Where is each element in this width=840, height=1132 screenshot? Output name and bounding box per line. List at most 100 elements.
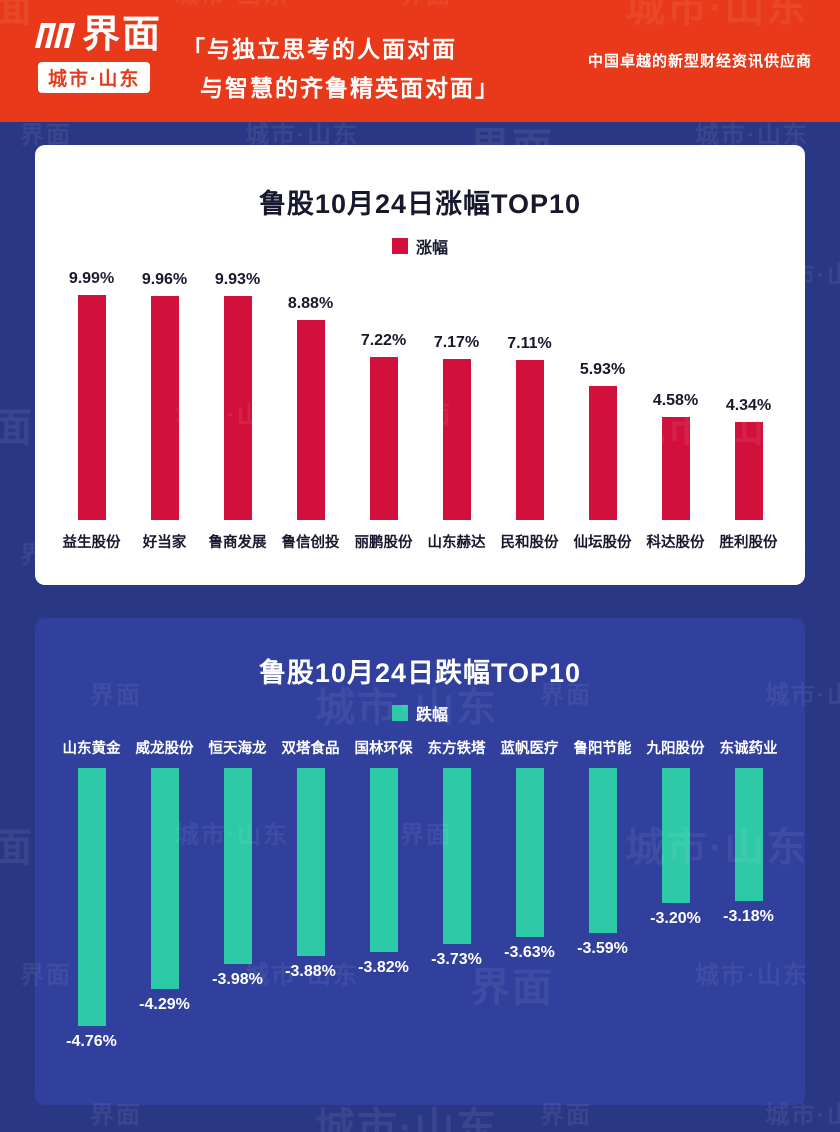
bar-category-label: 恒天海龙 (208, 741, 267, 757)
bar-value-label: -3.88% (285, 963, 336, 980)
brand-name: 界面 (82, 14, 163, 56)
bar-group: 东方铁塔 -3.73% (420, 738, 493, 1053)
bar-value-label: -3.82% (358, 959, 409, 976)
bar-category-label: 鲁信创投 (281, 535, 340, 551)
gainers-chart-card: 鲁股10月24日涨幅TOP10 涨幅 9.99% 益生股份 9.96% 好当家 9.93… (35, 145, 805, 585)
bar (515, 768, 544, 937)
bar (150, 296, 179, 520)
bar (588, 386, 617, 520)
bar-value-label: 7.17% (433, 334, 480, 351)
bar-value-label: 9.93% (214, 271, 261, 288)
bar (369, 768, 398, 952)
bar-value-label: 5.93% (579, 361, 626, 378)
losers-bar-chart: 山东黄金 -4.76% 威龙股份 -4.29% 恒天海龙 -3.98% 双塔食品 -3.88%… (50, 738, 790, 1053)
gainers-legend-swatch (391, 238, 408, 254)
bar-group: 8.88% 鲁信创投 (274, 269, 347, 554)
bar-category-label: 鲁阳节能 (573, 741, 632, 757)
bar-category-label: 鲁商发展 (208, 535, 267, 551)
bar (661, 768, 690, 903)
bar-value-label: -3.98% (212, 971, 263, 988)
bar-group: 9.93% 鲁商发展 (201, 269, 274, 554)
bar-category-label: 好当家 (142, 535, 187, 551)
bar (661, 417, 690, 520)
bar-category-label: 九阳股份 (646, 741, 705, 757)
bar-category-label: 胜利股份 (719, 535, 778, 551)
bar-category-label: 双塔食品 (281, 741, 340, 757)
bar-category-label: 山东赫达 (427, 535, 486, 551)
bar-group: 5.93% 仙坛股份 (566, 269, 639, 554)
bar-group: 4.34% 胜利股份 (712, 269, 785, 554)
bar-value-label: 7.11% (507, 335, 552, 352)
bar-group: 国林环保 -3.82% (347, 738, 420, 1053)
bar-group: 九阳股份 -3.20% (639, 738, 712, 1053)
slogan-line1: 「与独立思考的人面对面 (182, 36, 457, 62)
losers-chart-card: 鲁股10月24日跌幅TOP10 跌幅 山东黄金 -4.76% 威龙股份 -4.29% 恒… (35, 618, 805, 1105)
bar-value-label: -3.20% (650, 910, 701, 927)
bar-category-label: 科达股份 (646, 535, 705, 551)
losers-chart-title: 鲁股10月24日跌幅TOP10 (258, 658, 582, 688)
bar-category-label: 蓝帆医疗 (500, 741, 559, 757)
bar (369, 357, 398, 520)
bar-value-label: 4.34% (725, 397, 772, 414)
gainers-bar-chart: 9.99% 益生股份 9.96% 好当家 9.93% 鲁商发展 8.88% 鲁信创投 7.22%… (50, 269, 790, 554)
bar-category-label: 仙坛股份 (573, 535, 632, 551)
bar (734, 768, 763, 901)
bar-category-label: 东方铁塔 (427, 741, 486, 757)
bar (150, 768, 179, 989)
bar (223, 768, 252, 964)
slogan-line2: 与智慧的齐鲁精英面对面」 (200, 75, 500, 102)
bar (515, 360, 544, 520)
bar-value-label: -3.73% (431, 951, 482, 968)
bar (734, 422, 763, 520)
header: 界面 城市·山东 「与独立思考的人面对面 与智慧的齐鲁精英面对面」 中国卓越的新… (0, 0, 840, 122)
bar-category-label: 山东黄金 (62, 741, 121, 757)
bar-category-label: 丽鹏股份 (354, 535, 413, 551)
bar-value-label: 8.88% (287, 295, 334, 312)
bar-group: 9.96% 好当家 (128, 269, 201, 554)
jiemian-logo-icon (34, 22, 76, 48)
bar-value-label: 9.99% (68, 270, 115, 287)
bar-group: 山东黄金 -4.76% (55, 738, 128, 1053)
bar-category-label: 益生股份 (62, 535, 121, 551)
bar-value-label: 7.22% (360, 332, 407, 349)
bar-group: 双塔食品 -3.88% (274, 738, 347, 1053)
bar-value-label: 9.96% (141, 271, 188, 288)
brand-sub-badge: 城市·山东 (38, 62, 151, 93)
bar (442, 359, 471, 520)
bar-group: 威龙股份 -4.29% (128, 738, 201, 1053)
bar-group: 7.22% 丽鹏股份 (347, 269, 420, 554)
gainers-legend: 涨幅 (50, 237, 790, 257)
bar-group: 东诚药业 -3.18% (712, 738, 785, 1053)
bar-group: 恒天海龙 -3.98% (201, 738, 274, 1053)
bar-value-label: -3.18% (723, 908, 774, 925)
bar-category-label: 民和股份 (500, 535, 559, 551)
bar-group: 鲁阳节能 -3.59% (566, 738, 639, 1053)
bar-group: 7.17% 山东赫达 (420, 269, 493, 554)
bar (442, 768, 471, 944)
bar-value-label: -4.76% (66, 1033, 117, 1050)
tagline: 中国卓越的新型财经资讯供应商 (587, 53, 812, 70)
watermark-text: 界面 (0, 406, 34, 450)
bar-value-label: 4.58% (652, 392, 699, 409)
bar-category-label: 国林环保 (354, 741, 413, 757)
watermark-text: 界面 (0, 826, 34, 870)
bar (588, 768, 617, 933)
bar-value-label: -4.29% (139, 996, 190, 1013)
slogan: 「与独立思考的人面对面 与智慧的齐鲁精英面对面」 (182, 30, 500, 108)
gainers-chart-title: 鲁股10月24日涨幅TOP10 (258, 189, 582, 219)
bar-group: 9.99% 益生股份 (55, 269, 128, 554)
bar (296, 320, 325, 520)
bar-group: 4.58% 科达股份 (639, 269, 712, 554)
bar (296, 768, 325, 956)
bar-category-label: 东诚药业 (719, 741, 778, 757)
losers-legend-label: 跌幅 (415, 707, 448, 724)
losers-legend-swatch (391, 705, 408, 721)
bar (77, 768, 106, 1026)
brand-block: 界面 城市·山东 (34, 14, 163, 93)
bar-value-label: -3.59% (577, 940, 628, 957)
bar-category-label: 威龙股份 (135, 741, 194, 757)
gainers-legend-label: 涨幅 (415, 240, 448, 257)
bar-group: 蓝帆医疗 -3.63% (493, 738, 566, 1053)
bar (223, 296, 252, 520)
